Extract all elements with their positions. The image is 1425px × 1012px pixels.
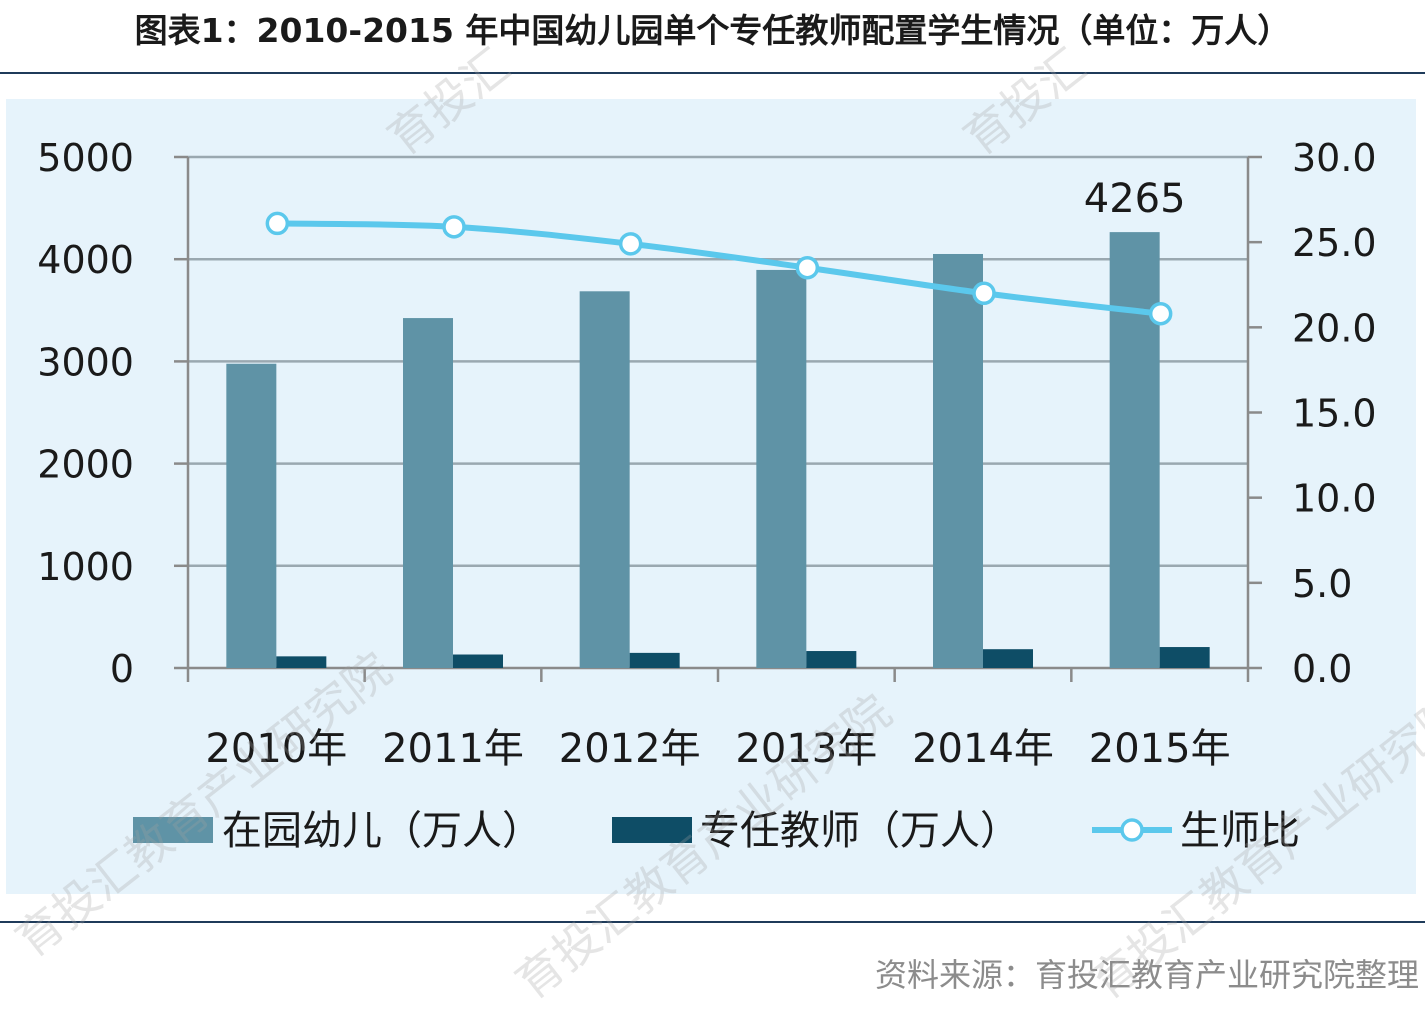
chart-title: 图表1：2010-2015 年中国幼儿园单个专任教师配置学生情况（单位：万人）: [134, 11, 1291, 50]
legend-swatch-teachers: [612, 817, 692, 843]
right-tick-label: 0.0: [1292, 647, 1352, 691]
ratio-point: [1148, 301, 1173, 326]
legend-swatch-enrolled: [133, 817, 213, 843]
bars: [226, 232, 1210, 668]
left-tick-label: 2000: [37, 443, 134, 487]
legend: 在园幼儿（万人） 专任教师（万人） 生师比: [133, 808, 1300, 854]
labels: 0 1000 2000 3000 4000 5000 0.0 5.0 10.0 15.0 20.0 2…: [37, 136, 1376, 772]
left-tick-label: 0: [110, 647, 134, 691]
right-tick-label: 25.0: [1292, 221, 1377, 265]
left-tick-label: 4000: [37, 238, 134, 282]
ratio-point: [618, 232, 643, 256]
x-tick-label: 2013年: [735, 726, 877, 772]
bar-enrolled: [933, 253, 983, 668]
bar-teachers: [983, 649, 1033, 668]
legend-label-enrolled: 在园幼儿（万人）: [222, 808, 542, 854]
legend-marker-ratio: [1120, 818, 1144, 842]
axes: [174, 155, 1262, 682]
right-tick-label: 30.0: [1292, 136, 1377, 180]
right-tick-label: 10.0: [1292, 477, 1377, 521]
x-tick-label: 2015年: [1089, 726, 1231, 772]
left-tick-label: 5000: [37, 136, 134, 180]
left-tick-label: 3000: [37, 340, 134, 384]
source-note: 资料来源：育投汇教育产业研究院整理: [874, 956, 1419, 994]
x-tick-label: 2010年: [205, 726, 347, 772]
bar-enrolled: [226, 363, 277, 668]
x-tick-label: 2012年: [559, 726, 701, 772]
right-tick-label: 15.0: [1292, 392, 1377, 436]
right-tick-label: 5.0: [1292, 562, 1352, 606]
gridlines: [188, 155, 1248, 568]
x-tick-label: 2014年: [912, 726, 1054, 772]
ratio-point: [972, 281, 996, 306]
top-rule: [0, 72, 1425, 74]
ratio-point: [265, 211, 290, 236]
bottom-rule: [0, 921, 1425, 923]
bar-enrolled: [1109, 232, 1160, 668]
bar-teachers: [453, 654, 503, 668]
right-tick-label: 20.0: [1292, 306, 1377, 350]
bar-enrolled: [579, 291, 630, 668]
ratio-point: [442, 215, 466, 239]
legend-label-ratio: 生师比: [1180, 808, 1300, 854]
bar-enrolled: [403, 318, 453, 668]
ratio-point: [795, 255, 820, 280]
left-tick-label: 1000: [37, 545, 134, 589]
x-tick-label: 2011年: [382, 726, 524, 772]
bar-teachers: [629, 652, 680, 668]
bar-teachers: [1159, 647, 1210, 668]
legend-label-teachers: 专任教师（万人）: [700, 808, 1020, 854]
bar-teachers: [276, 656, 327, 668]
bar-enrolled: [756, 269, 807, 668]
ratio-line: [265, 211, 1173, 326]
bar-teachers: [806, 651, 857, 668]
ratio-line-path: [277, 220, 1162, 317]
data-label: 4265: [1084, 176, 1186, 222]
